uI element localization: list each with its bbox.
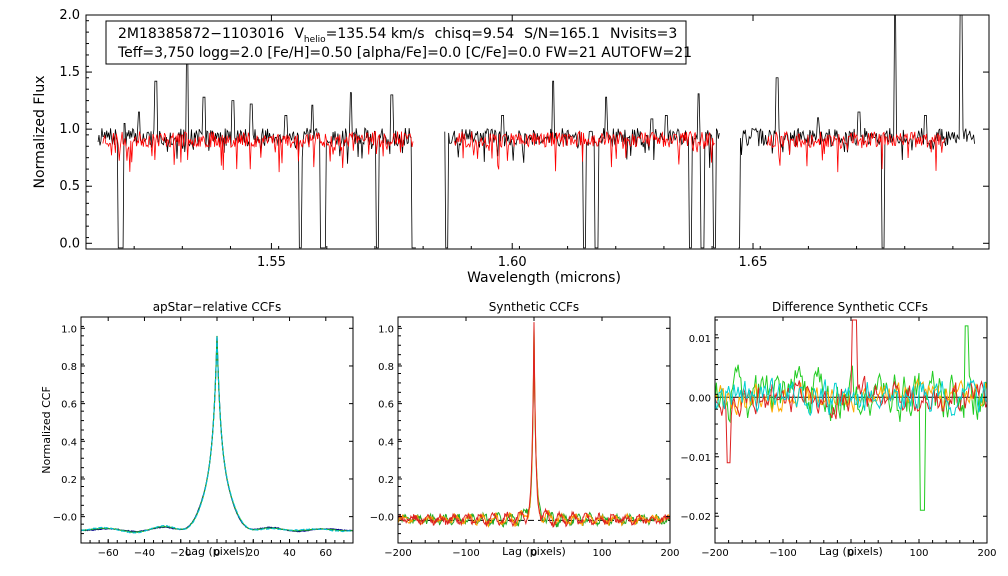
ccf-apstar-y-axis-label: Normalized CCF (40, 386, 53, 474)
ccf-apstar-ticks: −60 −40 −20 0 20 40 60 −0.0 0.2 0.4 0.6 0.8 1.0 (53, 317, 354, 559)
x-tick-label: 0 (531, 548, 537, 559)
x-tick-label: 200 (977, 548, 996, 559)
y-tick-label: 0.2 (61, 475, 77, 486)
x-tick-label: 100 (592, 548, 611, 559)
x-tick-label: 20 (247, 548, 260, 559)
vhelio-subscript: helio (304, 35, 326, 45)
observed-spectrum-line (97, 37, 416, 249)
observed-spectrum-line (738, 14, 975, 249)
y-tick-label: 0.4 (61, 437, 77, 448)
y-tick-label: 0.01 (689, 334, 711, 345)
ccf-apstar-line-visit-3 (80, 335, 354, 534)
y-tick-label: −0.0 (370, 513, 394, 524)
x-tick-label: 0 (848, 548, 854, 559)
nvisits-value: Nvisits=3 (610, 26, 677, 42)
x-tick-label: −40 (134, 548, 155, 559)
ccf-apstar-line-visit-1 (80, 335, 354, 533)
vhelio-prefix: V (294, 26, 304, 42)
y-tick-label: 2.0 (59, 8, 80, 23)
ccf-apstar-panel: apStar−relative CCFs −60 −40 −20 0 20 40 60 −0.… (40, 300, 354, 559)
ccf-synthetic-x-axis-label: Lag (pixels) (502, 545, 566, 558)
y-tick-label: 0.6 (378, 400, 394, 411)
ccf-synthetic-series-group (397, 322, 671, 528)
spectrum-y-axis-label: Normalized Flux (32, 76, 48, 189)
y-tick-label: 0.6 (61, 400, 77, 411)
y-tick-label: 0.0 (59, 236, 80, 251)
ccf-difference-frame (714, 316, 988, 544)
x-tick-label: 100 (909, 548, 928, 559)
y-tick-label: 0.00 (689, 393, 711, 404)
ccf-difference-panel: Difference Synthetic CCFs −200 −100 0 100 20… (680, 300, 996, 559)
ccf-synthetic-line-visit-3 (397, 322, 671, 528)
ccf-synthetic-ticks: −200 −100 0 100 200 −0.0 0.2 0.4 0.6 0.8 1.0 (370, 317, 680, 559)
model-spectrum-line (102, 130, 414, 173)
y-tick-label: 0.8 (61, 362, 77, 373)
spectrum-x-axis-label: Wavelength (microns) (467, 270, 621, 286)
observed-spectrum-line (444, 80, 720, 249)
ccf-difference-ticks: −200 −100 0 100 200 −0.02 −0.01 0.00 0.01 (680, 317, 997, 559)
x-tick-label: 200 (660, 548, 679, 559)
ccf-difference-title: Difference Synthetic CCFs (772, 300, 928, 314)
vhelio-value: =135.54 km/s (326, 26, 425, 42)
ccf-difference-line-visit-1 (714, 325, 988, 511)
y-tick-label: −0.0 (53, 513, 77, 524)
x-tick-label: 40 (283, 548, 296, 559)
ccf-difference-line-visit-3 (714, 319, 988, 464)
spectrum-series-group (97, 14, 975, 249)
model-spectrum-line (454, 130, 715, 172)
info-line-2: Teff=3,750 logg=2.0 [Fe/H]=0.50 [alpha/F… (117, 45, 692, 61)
x-tick-label: 60 (319, 548, 332, 559)
star-id: 2M18385872−1103016 (118, 26, 284, 42)
x-tick-label: −200 (701, 548, 728, 559)
ccf-apstar-series-group (80, 335, 354, 534)
chisq-value: chisq=9.54 (435, 26, 515, 42)
ccf-difference-line-visit-4 (714, 377, 988, 417)
y-tick-label: −0.02 (680, 512, 711, 523)
x-tick-label: −20 (170, 548, 191, 559)
y-tick-label: 0.5 (59, 179, 80, 194)
ccf-difference-x-axis-label: Lag (pixels) (819, 545, 883, 558)
x-tick-label: −60 (98, 548, 119, 559)
x-tick-label: −100 (452, 548, 479, 559)
y-tick-label: 0.4 (378, 437, 394, 448)
x-tick-label: 0 (214, 548, 220, 559)
y-tick-label: 1.5 (59, 65, 80, 80)
x-tick-label: 1.55 (257, 255, 286, 270)
info-line-1: 2M18385872−1103016 Vhelio=135.54 km/s chis… (118, 26, 677, 45)
ccf-synthetic-panel: Synthetic CCFs −200 −100 0 100 200 −0.0 0.2 0.4… (370, 300, 680, 559)
ccf-apstar-line-visit-2 (80, 335, 354, 533)
spectrum-plot-frame (85, 14, 990, 250)
ccf-apstar-title: apStar−relative CCFs (153, 300, 282, 314)
ccf-difference-series-group (714, 319, 988, 511)
x-tick-label: 1.65 (739, 255, 768, 270)
y-tick-label: 1.0 (378, 324, 394, 335)
spectrum-ticks: 1.55 1.60 1.65 0.0 0.5 1.0 1.5 2.0 (59, 8, 989, 270)
x-tick-label: 1.60 (498, 255, 527, 270)
x-tick-label: −100 (769, 548, 796, 559)
snr-value: S/N=165.1 (524, 26, 600, 42)
info-box (105, 20, 687, 65)
model-spectrum-line (767, 130, 946, 173)
y-tick-label: 1.0 (59, 122, 80, 137)
ccf-synthetic-title: Synthetic CCFs (489, 300, 579, 314)
y-tick-label: −0.01 (680, 453, 711, 464)
y-tick-label: 0.2 (378, 475, 394, 486)
spectrum-panel: 1.55 1.60 1.65 0.0 0.5 1.0 1.5 2.0 2M18385872−1… (32, 8, 990, 286)
x-tick-label: −200 (384, 548, 411, 559)
y-tick-label: 0.8 (378, 362, 394, 373)
y-tick-label: 1.0 (61, 324, 77, 335)
ccf-apstar-x-axis-label: Lag (pixels) (185, 545, 249, 558)
